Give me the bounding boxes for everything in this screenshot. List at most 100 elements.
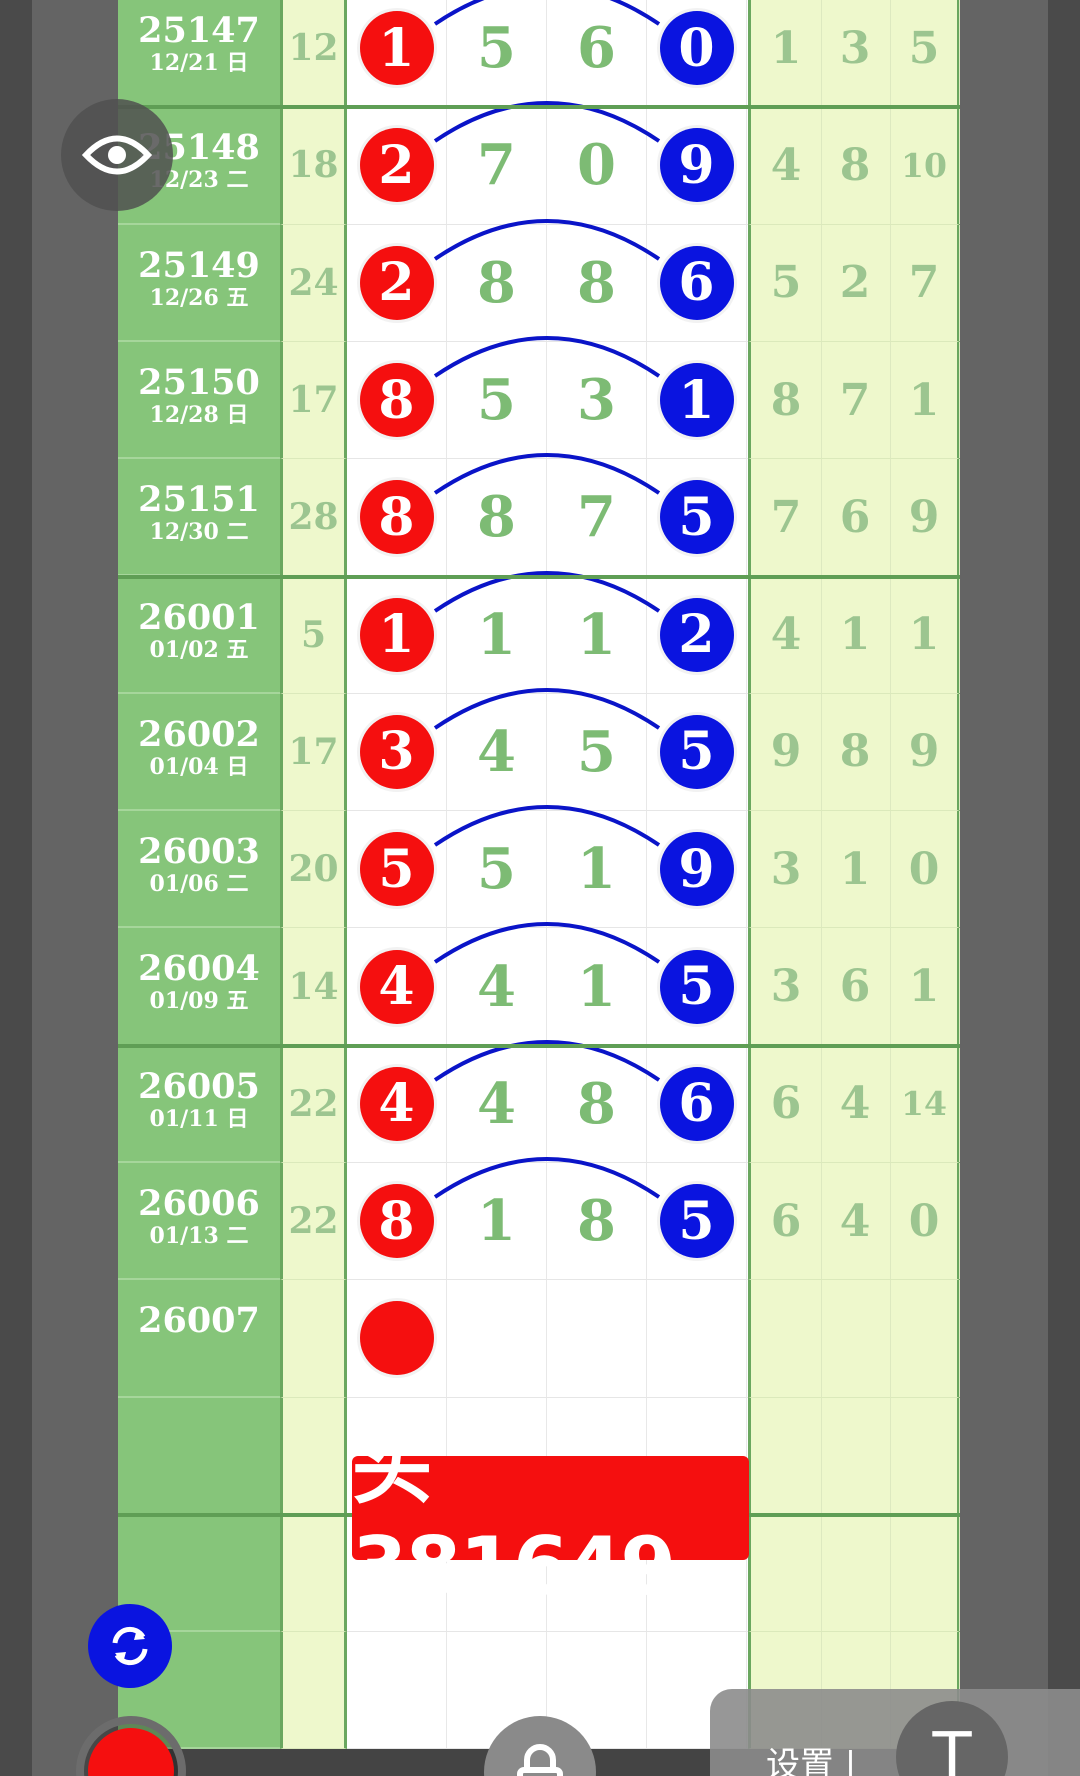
digit-cell [447,1280,547,1397]
issue-date: 12/30 二 [149,519,249,546]
first-digit-ball: 8 [359,480,434,555]
stat-value: 4 [751,576,822,693]
stat-value: 8 [820,107,891,224]
digit-cell: 1 [347,576,447,693]
stat-value: 1 [820,811,891,928]
table-row: 25150 12/28 日 17 8 5 3 1 8 7 1 [118,335,960,460]
last-digit-ball: 2 [659,597,734,672]
stat-value: 6 [751,1163,822,1280]
stat-value: 5 [889,0,960,107]
digit-cell [447,1632,547,1749]
stat-value: 9 [889,693,960,811]
first-digit-ball: 4 [359,1066,434,1141]
period-cell [118,1397,280,1515]
digit-cell [547,1514,647,1632]
digit: 8 [577,249,616,316]
sum-cell [280,1280,347,1398]
issue-number: 26005 [138,1065,260,1107]
stat-value: 1 [889,576,960,693]
digit: 1 [477,601,516,668]
stat-value: 3 [751,928,822,1045]
eye-icon [82,135,152,175]
digit: 1 [577,601,616,668]
digit-cell: 1 [547,576,647,693]
digit-cell: 5 [447,0,547,107]
digit-cell: 5 [647,459,747,576]
stat-value [889,1397,960,1514]
digit-cell: 3 [547,341,647,459]
last-digit-ball: 1 [659,363,734,438]
text-button[interactable]: T [896,1701,1008,1776]
digit-cell: 8 [347,459,447,576]
last-digit-ball: 5 [659,714,734,789]
digit: 8 [577,1188,616,1255]
screen-edge-right [1048,0,1080,1776]
sum-cell: 5 [280,576,347,694]
prediction-banner: 头381649 [352,1422,749,1613]
stats-cell: 4 8 10 [748,107,960,225]
digit-cell: 5 [447,811,547,928]
sum-cell: 14 [280,928,347,1046]
stat-value: 8 [820,693,891,811]
digit-cell: 9 [647,107,747,224]
stat-value [751,1397,822,1514]
digit-cell: 5 [647,928,747,1045]
issue-date: 01/11 日 [149,1105,249,1132]
digit-cell [547,1280,647,1397]
sum-cell [280,1514,347,1633]
stat-value [820,1397,891,1514]
first-digit-ball: 4 [359,949,434,1024]
period-cell: 25149 12/26 五 [118,224,280,342]
sum-cell: 18 [280,107,347,225]
first-digit-ball: 8 [359,363,434,438]
stat-value: 4 [820,1163,891,1280]
eye-button[interactable] [61,99,173,211]
digit-cell: 4 [347,928,447,1045]
refresh-icon [112,1626,148,1666]
digit-cell: 8 [547,224,647,341]
period-cell: 26001 01/02 五 [118,576,280,694]
last-digit-ball: 5 [659,480,734,555]
lock-icon [517,1744,563,1776]
last-digit-ball: 0 [659,11,734,86]
period-cell: 25150 12/28 日 [118,341,280,460]
table-row [118,1514,960,1633]
sum-cell: 22 [280,1045,347,1163]
digit-cell: 2 [647,576,747,693]
digit: 6 [577,15,616,82]
digit-cell: 1 [347,0,447,107]
digit-cell: 6 [647,1045,747,1162]
digit: 1 [577,953,616,1020]
refresh-button[interactable] [88,1604,172,1688]
last-digit-ball: 9 [659,832,734,907]
digit-cell: 8 [447,459,547,576]
table-row: 26007 [118,1280,960,1398]
issue-date: 01/06 二 [149,871,249,898]
digit-cell: 9 [647,811,747,928]
digit-cell [347,1397,447,1514]
digit-cell: 6 [647,224,747,341]
stat-value: 7 [889,224,960,341]
digit-cell: 8 [447,224,547,341]
stat-value: 3 [751,811,822,928]
period-cell: 26005 01/11 日 [118,1045,280,1163]
settings-button[interactable]: 设置 | [766,1745,857,1776]
digit-cell [447,1397,547,1514]
stat-value: 6 [820,928,891,1045]
stats-cell [748,1280,960,1398]
settings-panel: 设置 | T [710,1689,1080,1776]
digit-cell [347,1514,447,1632]
issue-number: 25147 [138,10,260,51]
issue-number: 26001 [138,596,260,638]
table-row: 26005 01/11 日 22 4 4 8 6 6 4 14 [118,1039,960,1163]
digit-cell: 4 [447,1045,547,1162]
digit: 5 [577,718,616,785]
